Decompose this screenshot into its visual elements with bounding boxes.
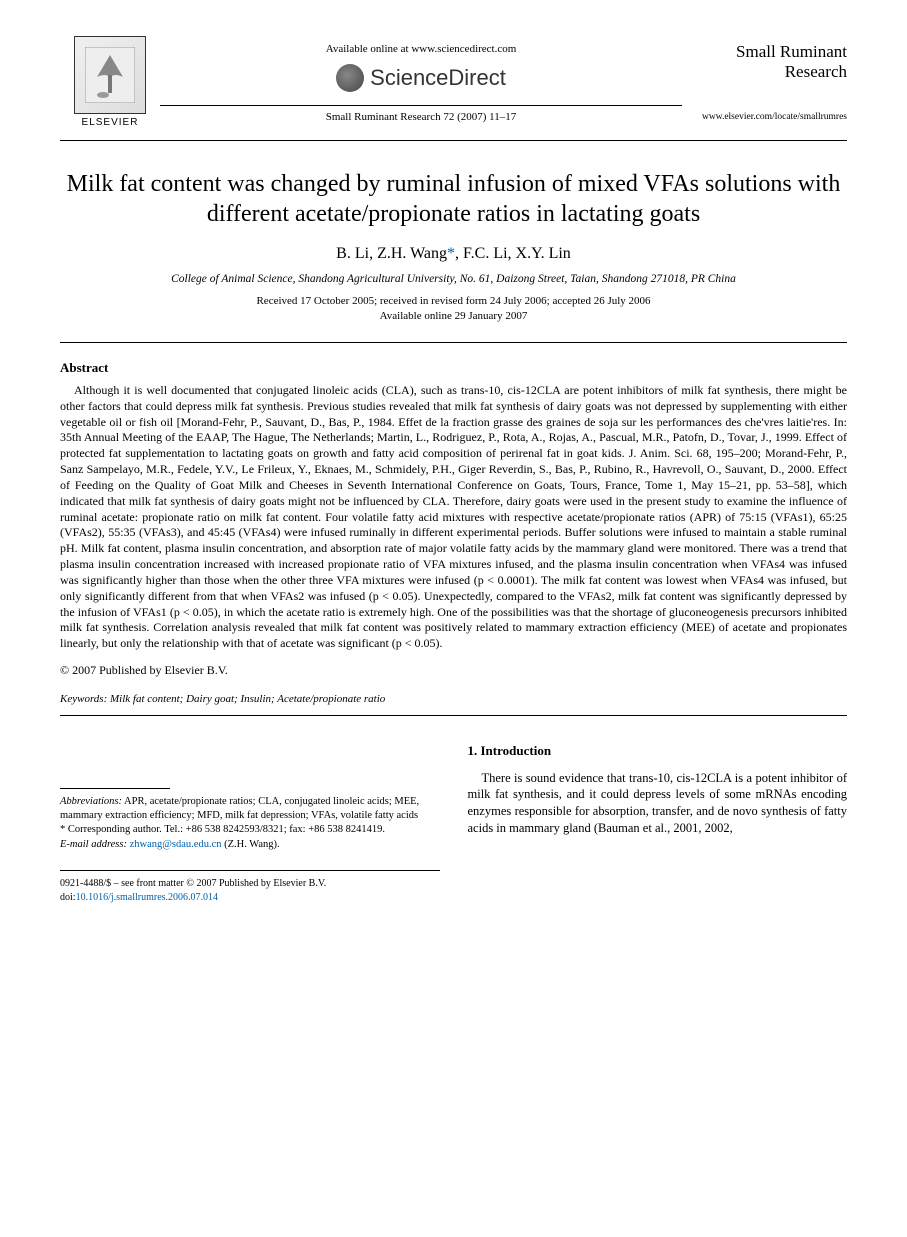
title-rule <box>60 140 847 141</box>
header-rule <box>160 105 682 106</box>
authors: B. Li, Z.H. Wang*, F.C. Li, X.Y. Lin <box>60 243 847 265</box>
email-link[interactable]: zhwang@sdau.edu.cn <box>127 839 222 850</box>
abstract-top-rule <box>60 342 847 343</box>
email-label: E-mail address: <box>60 839 127 850</box>
journal-brand: Small Ruminant Research www.elsevier.com… <box>682 36 847 124</box>
abstract-heading: Abstract <box>60 359 847 377</box>
email-footnote: E-mail address: zhwang@sdau.edu.cn (Z.H.… <box>60 838 440 852</box>
corr-text: Tel.: +86 538 8242593/8321; fax: +86 538… <box>162 824 385 835</box>
journal-name: Small Ruminant Research <box>682 42 847 81</box>
intro-paragraph: There is sound evidence that trans-10, c… <box>468 770 848 838</box>
elsevier-tree-icon <box>74 36 146 114</box>
doi-prefix: doi: <box>60 892 76 903</box>
footnotes: Abbreviations: APR, acetate/propionate r… <box>60 795 440 852</box>
keywords-rule <box>60 715 847 716</box>
journal-reference: Small Ruminant Research 72 (2007) 11–17 <box>160 110 682 125</box>
publisher-label: ELSEVIER <box>60 116 160 130</box>
article-dates: Received 17 October 2005; received in re… <box>60 294 847 325</box>
abbreviations-footnote: Abbreviations: APR, acetate/propionate r… <box>60 795 440 823</box>
corr-label: * Corresponding author. <box>60 824 162 835</box>
dates-online: Available online 29 January 2007 <box>380 310 528 322</box>
available-online-text: Available online at www.sciencedirect.co… <box>160 42 682 57</box>
doi-link[interactable]: 10.1016/j.smallrumres.2006.07.014 <box>76 892 219 903</box>
two-column-body: Abbreviations: APR, acetate/propionate r… <box>60 742 847 852</box>
sciencedirect-swirl-icon <box>336 64 364 92</box>
sciencedirect-logo: ScienceDirect <box>336 63 506 93</box>
center-header: Available online at www.sciencedirect.co… <box>160 36 682 124</box>
abbrev-label: Abbreviations: <box>60 796 122 807</box>
left-column: Abbreviations: APR, acetate/propionate r… <box>60 742 440 852</box>
footer-rule <box>60 870 440 871</box>
dates-received: Received 17 October 2005; received in re… <box>256 295 650 307</box>
affiliation: College of Animal Science, Shandong Agri… <box>60 272 847 288</box>
journal-name-line1: Small Ruminant <box>736 42 847 61</box>
journal-url: www.elsevier.com/locate/smallrumres <box>682 111 847 124</box>
keywords: Keywords: Milk fat content; Dairy goat; … <box>60 692 847 707</box>
sciencedirect-text: ScienceDirect <box>370 63 506 93</box>
abstract-body: Although it is well documented that conj… <box>60 383 847 652</box>
copyright-line: © 2007 Published by Elsevier B.V. <box>60 662 847 678</box>
email-suffix: (Z.H. Wang). <box>222 839 280 850</box>
footnote-rule <box>60 788 170 789</box>
intro-heading: 1. Introduction <box>468 742 848 760</box>
authors-pre: B. Li, Z.H. Wang <box>336 245 447 262</box>
right-column: 1. Introduction There is sound evidence … <box>468 742 848 852</box>
header: ELSEVIER Available online at www.science… <box>60 36 847 130</box>
corresponding-footnote: * Corresponding author. Tel.: +86 538 82… <box>60 823 440 837</box>
keywords-label: Keywords: <box>60 693 107 705</box>
publisher-block: ELSEVIER <box>60 36 160 130</box>
footer: 0921-4488/$ – see front matter © 2007 Pu… <box>60 877 847 905</box>
doi-line: doi:10.1016/j.smallrumres.2006.07.014 <box>60 891 847 905</box>
authors-rest: , F.C. Li, X.Y. Lin <box>455 245 571 262</box>
keywords-value: Milk fat content; Dairy goat; Insulin; A… <box>107 693 385 705</box>
page-root: ELSEVIER Available online at www.science… <box>0 0 907 945</box>
journal-name-line2: Research <box>785 62 847 81</box>
abstract-text: Although it is well documented that conj… <box>60 383 847 650</box>
article-title: Milk fat content was changed by ruminal … <box>60 169 847 229</box>
issn-line: 0921-4488/$ – see front matter © 2007 Pu… <box>60 877 847 891</box>
corresponding-mark: * <box>447 245 455 262</box>
